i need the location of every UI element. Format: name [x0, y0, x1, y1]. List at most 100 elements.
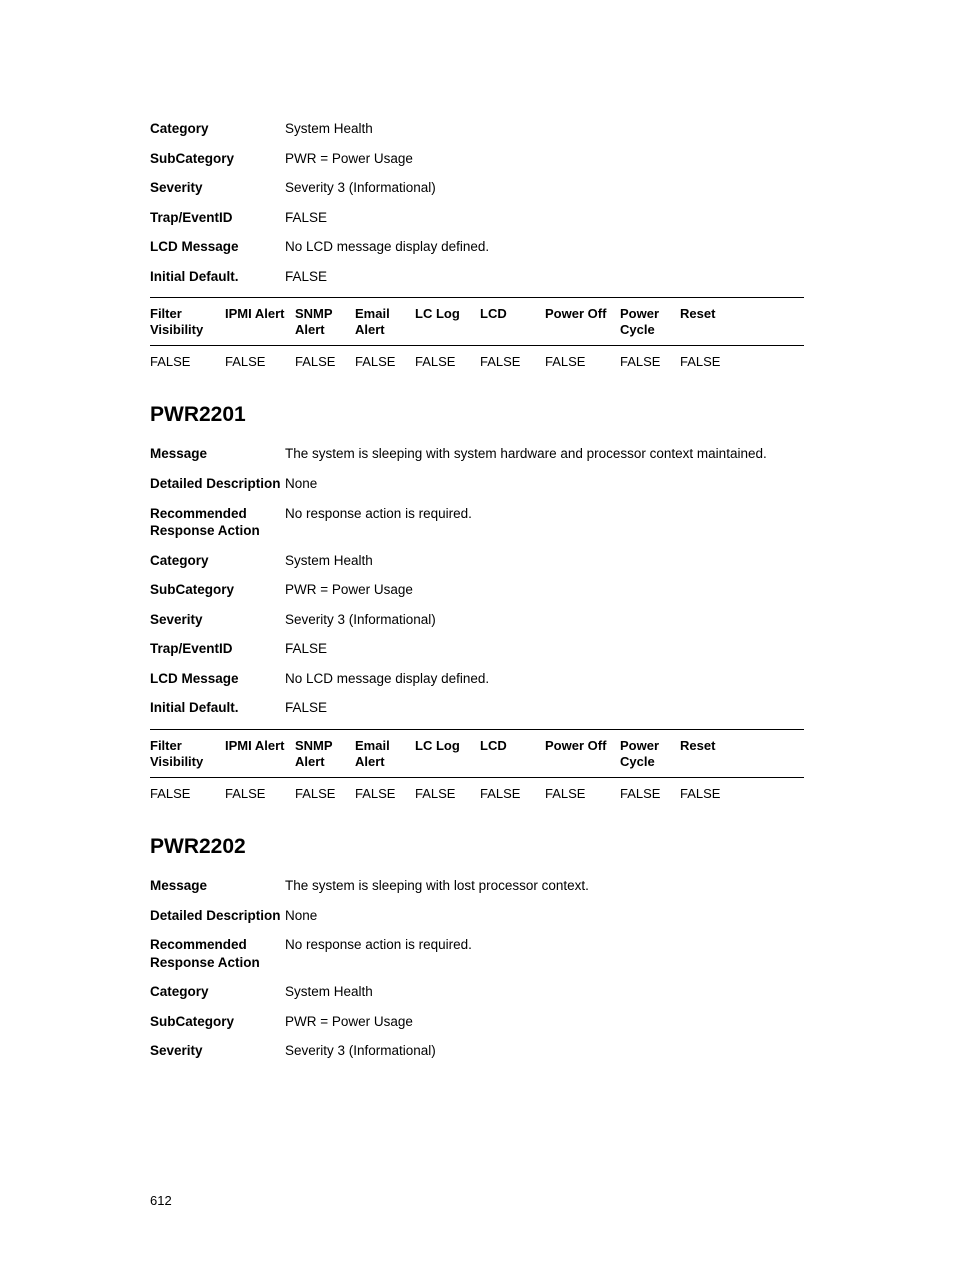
filter-value-cell: FALSE	[620, 354, 680, 369]
filter-value-cell: FALSE	[150, 786, 225, 801]
definition-row: Detailed DescriptionNone	[150, 907, 804, 925]
filter-header-cell: LCD	[480, 738, 545, 769]
definition-row: CategorySystem Health	[150, 983, 804, 1001]
filter-header-cell: Power Off	[545, 738, 620, 769]
definition-block-1: CategorySystem Health SubCategoryPWR = Po…	[150, 120, 804, 285]
filter-value-cell: FALSE	[415, 354, 480, 369]
definition-row: SeveritySeverity 3 (Informational)	[150, 179, 804, 197]
definition-label: Category	[150, 983, 285, 1001]
definition-label: Detailed Description	[150, 475, 285, 493]
definition-value: FALSE	[285, 209, 804, 227]
definition-row: Trap/EventIDFALSE	[150, 640, 804, 658]
filter-headers-2: Filter VisibilityIPMI AlertSNMP AlertEma…	[150, 730, 804, 778]
definition-label: Category	[150, 120, 285, 138]
definition-label: Trap/EventID	[150, 640, 285, 658]
filter-value-cell: FALSE	[620, 786, 680, 801]
definition-label: Trap/EventID	[150, 209, 285, 227]
definition-label: Message	[150, 445, 285, 463]
filter-value-cell: FALSE	[480, 786, 545, 801]
definition-label: Initial Default.	[150, 268, 285, 286]
filter-header-cell: IPMI Alert	[225, 306, 295, 337]
filter-header-cell: SNMP Alert	[295, 306, 355, 337]
definition-row: Trap/EventIDFALSE	[150, 209, 804, 227]
definition-label: Message	[150, 877, 285, 895]
filter-header-cell: Email Alert	[355, 738, 415, 769]
definition-value: Severity 3 (Informational)	[285, 1042, 804, 1060]
filter-table-2: Filter VisibilityIPMI AlertSNMP AlertEma…	[150, 729, 804, 809]
definition-row: SubCategoryPWR = Power Usage	[150, 150, 804, 168]
filter-value-cell: FALSE	[150, 354, 225, 369]
definition-block-2: MessageThe system is sleeping with syste…	[150, 445, 804, 716]
filter-header-cell: Power Cycle	[620, 738, 680, 769]
filter-value-cell: FALSE	[545, 354, 620, 369]
definition-value: The system is sleeping with system hardw…	[285, 445, 804, 463]
definition-label: LCD Message	[150, 238, 285, 256]
filter-value-cell: FALSE	[680, 354, 740, 369]
definition-value: System Health	[285, 120, 804, 138]
definition-row: LCD MessageNo LCD message display define…	[150, 670, 804, 688]
filter-value-cell: FALSE	[355, 354, 415, 369]
definition-row: Recommended Response ActionNo response a…	[150, 936, 804, 971]
definition-label: Category	[150, 552, 285, 570]
definition-row: MessageThe system is sleeping with syste…	[150, 445, 804, 463]
filter-header-cell: Filter Visibility	[150, 738, 225, 769]
definition-value: PWR = Power Usage	[285, 1013, 804, 1031]
definition-label: Severity	[150, 179, 285, 197]
definition-row: Initial Default.FALSE	[150, 699, 804, 717]
heading-pwr2201: PWR2201	[150, 403, 804, 427]
filter-header-cell: SNMP Alert	[295, 738, 355, 769]
filter-header-cell: Filter Visibility	[150, 306, 225, 337]
filter-header-cell: LC Log	[415, 306, 480, 337]
definition-label: SubCategory	[150, 581, 285, 599]
definition-label: LCD Message	[150, 670, 285, 688]
definition-row: SeveritySeverity 3 (Informational)	[150, 1042, 804, 1060]
filter-header-cell: Power Cycle	[620, 306, 680, 337]
definition-row: SubCategoryPWR = Power Usage	[150, 1013, 804, 1031]
definition-label: Severity	[150, 1042, 285, 1060]
definition-row: CategorySystem Health	[150, 552, 804, 570]
filter-header-cell: LC Log	[415, 738, 480, 769]
definition-value: None	[285, 907, 804, 925]
definition-value: PWR = Power Usage	[285, 581, 804, 599]
filter-value-cell: FALSE	[545, 786, 620, 801]
definition-row: SeveritySeverity 3 (Informational)	[150, 611, 804, 629]
definition-row: Initial Default.FALSE	[150, 268, 804, 286]
definition-value: System Health	[285, 983, 804, 1001]
definition-value: No response action is required.	[285, 936, 804, 971]
page-number: 612	[150, 1193, 172, 1208]
filter-value-cell: FALSE	[295, 786, 355, 801]
filter-headers-1: Filter VisibilityIPMI AlertSNMP AlertEma…	[150, 298, 804, 346]
filter-header-cell: Reset	[680, 738, 740, 769]
definition-block-3: MessageThe system is sleeping with lost …	[150, 877, 804, 1060]
definition-label: SubCategory	[150, 1013, 285, 1031]
filter-value-cell: FALSE	[480, 354, 545, 369]
definition-label: SubCategory	[150, 150, 285, 168]
page: CategorySystem HealthSubCategoryPWR = Po…	[0, 0, 954, 1268]
filter-value-cell: FALSE	[225, 786, 295, 801]
definition-label: Detailed Description	[150, 907, 285, 925]
filter-header-cell: Email Alert	[355, 306, 415, 337]
filter-value-cell: FALSE	[225, 354, 295, 369]
filter-header-cell: IPMI Alert	[225, 738, 295, 769]
definition-label: Severity	[150, 611, 285, 629]
definition-row: MessageThe system is sleeping with lost …	[150, 877, 804, 895]
definition-row: CategorySystem Health	[150, 120, 804, 138]
definition-row: SubCategoryPWR = Power Usage	[150, 581, 804, 599]
definition-value: No LCD message display defined.	[285, 238, 804, 256]
definition-label: Recommended Response Action	[150, 936, 285, 971]
definition-value: No LCD message display defined.	[285, 670, 804, 688]
heading-pwr2202: PWR2202	[150, 835, 804, 859]
definition-row: Recommended Response ActionNo response a…	[150, 505, 804, 540]
definition-label: Initial Default.	[150, 699, 285, 717]
filter-header-cell: Power Off	[545, 306, 620, 337]
definition-value: Severity 3 (Informational)	[285, 179, 804, 197]
filter-header-cell: LCD	[480, 306, 545, 337]
filter-values-2: FALSEFALSEFALSEFALSEFALSEFALSEFALSEFALSE…	[150, 778, 804, 809]
definition-row: Detailed DescriptionNone	[150, 475, 804, 493]
filter-value-cell: FALSE	[295, 354, 355, 369]
filter-header-cell: Reset	[680, 306, 740, 337]
filter-table-1: Filter VisibilityIPMI AlertSNMP AlertEma…	[150, 297, 804, 377]
definition-value: Severity 3 (Informational)	[285, 611, 804, 629]
filter-values-1: FALSEFALSEFALSEFALSEFALSEFALSEFALSEFALSE…	[150, 346, 804, 377]
definition-value: System Health	[285, 552, 804, 570]
